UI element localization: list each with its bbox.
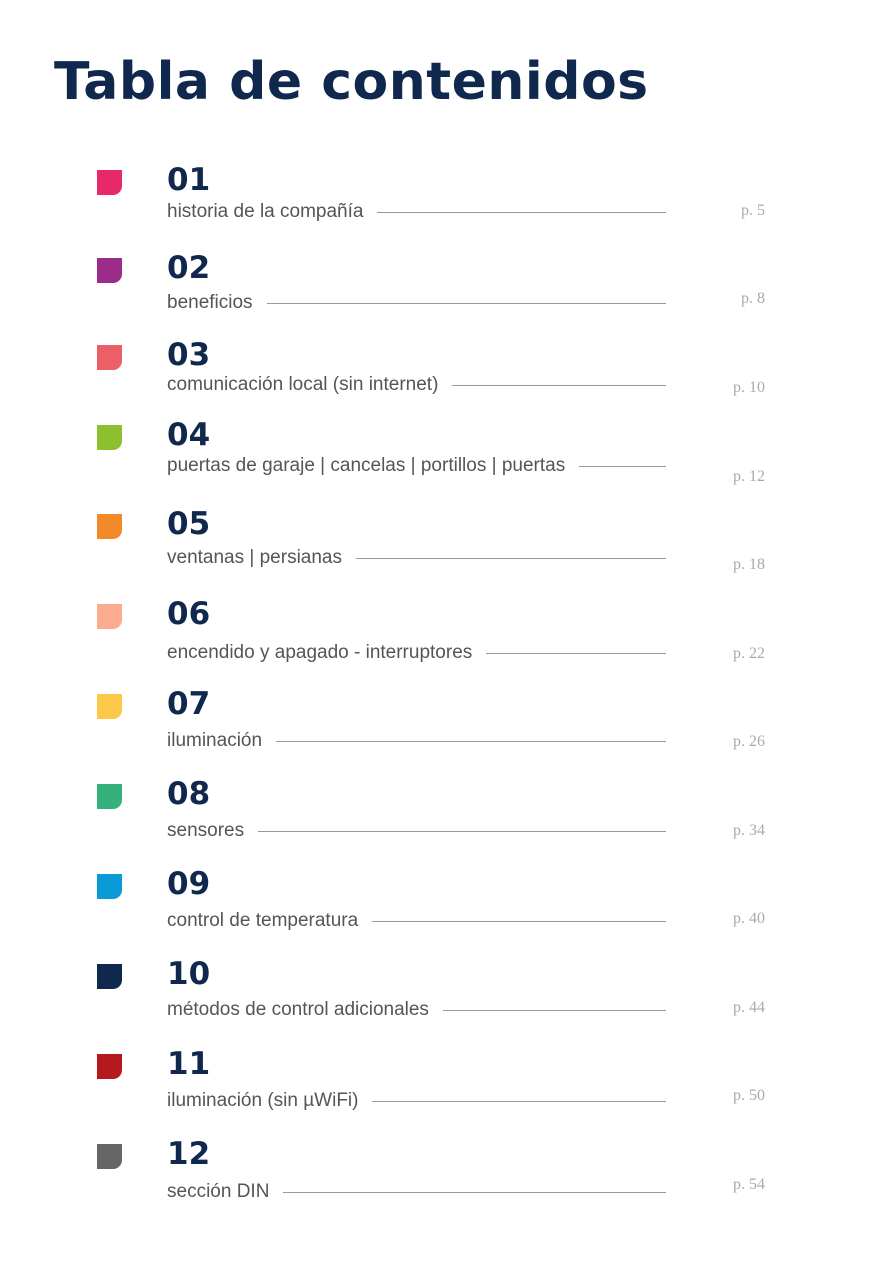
leader-line: [372, 1100, 666, 1102]
section-title: encendido y apagado - interruptores: [167, 642, 473, 663]
toc-entry[interactable]: 03 comunicación local (sin internet) p. …: [0, 337, 892, 401]
section-color-marker: [97, 170, 122, 195]
section-number: 05: [167, 506, 211, 542]
section-title: historia de la compañía: [167, 201, 364, 222]
section-title: sección DIN: [167, 1181, 270, 1202]
leader-line: [266, 302, 666, 304]
section-color-marker: [97, 1144, 122, 1169]
section-number: 07: [167, 686, 211, 722]
leader-line: [579, 465, 666, 467]
page-number: p. 44: [733, 999, 765, 1016]
section-color-marker: [97, 425, 122, 450]
leader-line: [276, 740, 666, 742]
page-number: p. 54: [733, 1176, 765, 1193]
leader-line: [452, 384, 666, 386]
section-title: iluminación (sin µWiFi): [167, 1090, 359, 1111]
page-number: p. 34: [733, 822, 765, 839]
page-number: p. 40: [733, 910, 765, 927]
section-title: iluminación: [167, 730, 263, 751]
leader-line: [283, 1191, 666, 1193]
page-title: Tabla de contenidos: [54, 52, 649, 112]
section-title: beneficios: [167, 292, 253, 313]
section-title: puertas de garaje | cancelas | portillos…: [167, 455, 566, 476]
section-color-marker: [97, 345, 122, 370]
page-number: p. 50: [733, 1087, 765, 1104]
section-color-marker: [97, 964, 122, 989]
page-number: p. 22: [733, 645, 765, 662]
section-number: 06: [167, 596, 211, 632]
page-number: p. 18: [733, 556, 765, 573]
section-color-marker: [97, 258, 122, 283]
page-number: p. 5: [741, 202, 765, 219]
page-number: p. 26: [733, 733, 765, 750]
toc-entry[interactable]: 05 ventanas | persianas p. 18: [0, 506, 892, 573]
section-number: 02: [167, 250, 211, 286]
section-color-marker: [97, 1054, 122, 1079]
leader-line: [442, 1009, 666, 1011]
toc-entry[interactable]: 01 historia de la compañía p. 5: [0, 162, 892, 226]
leader-line: [258, 830, 666, 832]
toc-entry[interactable]: 04 puertas de garaje | cancelas | portil…: [0, 417, 892, 485]
toc-entry[interactable]: 02 beneficios p. 8: [0, 250, 892, 314]
toc-entry[interactable]: 09 control de temperatura p. 40: [0, 866, 892, 931]
section-number: 09: [167, 866, 211, 902]
section-number: 11: [167, 1046, 211, 1082]
section-number: 08: [167, 776, 211, 812]
section-title: sensores: [167, 820, 245, 841]
section-number: 04: [167, 417, 211, 453]
leader-line: [486, 652, 666, 654]
section-number: 12: [167, 1136, 211, 1172]
toc-entry[interactable]: 10 métodos de control adicionales p. 44: [0, 956, 892, 1020]
section-number: 03: [167, 337, 211, 373]
section-color-marker: [97, 874, 122, 899]
page-number: p. 8: [741, 290, 765, 307]
section-color-marker: [97, 514, 122, 539]
section-title: ventanas | persianas: [167, 547, 342, 568]
section-color-marker: [97, 694, 122, 719]
section-title: control de temperatura: [167, 910, 359, 931]
toc-entry[interactable]: 07 iluminación p. 26: [0, 686, 892, 751]
leader-line: [377, 211, 666, 213]
section-title: métodos de control adicionales: [167, 999, 429, 1020]
section-number: 10: [167, 956, 211, 992]
toc-entry[interactable]: 06 encendido y apagado - interruptores p…: [0, 596, 892, 663]
leader-line: [356, 557, 666, 559]
section-color-marker: [97, 604, 122, 629]
toc-entry[interactable]: 11 iluminación (sin µWiFi) p. 50: [0, 1046, 892, 1111]
toc-entry[interactable]: 08 sensores p. 34: [0, 776, 892, 841]
toc-entry[interactable]: 12 sección DIN p. 54: [0, 1136, 892, 1202]
page-number: p. 12: [733, 468, 765, 485]
section-color-marker: [97, 784, 122, 809]
leader-line: [372, 920, 666, 922]
section-title: comunicación local (sin internet): [167, 374, 439, 395]
section-number: 01: [167, 162, 211, 198]
page-number: p. 10: [733, 379, 765, 396]
